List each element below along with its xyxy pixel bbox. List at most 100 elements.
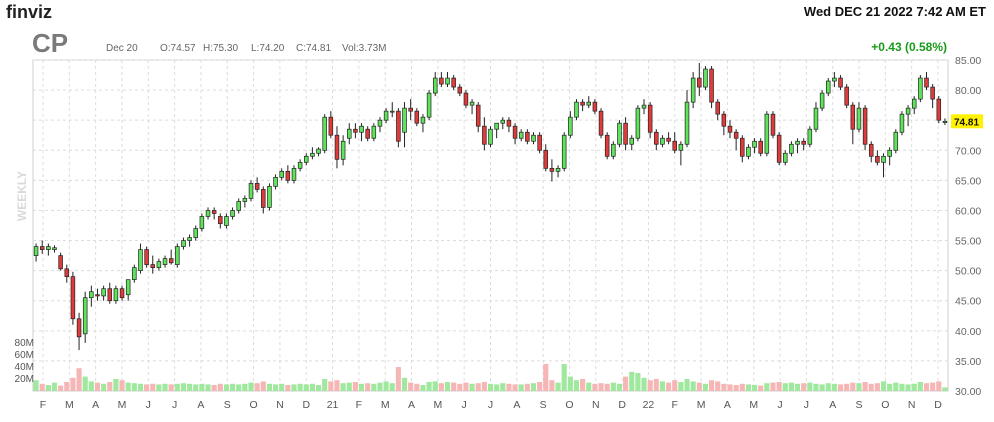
candle-body bbox=[377, 119, 383, 127]
volume-bar bbox=[451, 382, 457, 391]
candle-body bbox=[273, 177, 278, 187]
volume-bar bbox=[856, 383, 862, 391]
candle-body bbox=[39, 246, 45, 250]
volume-bar bbox=[205, 384, 211, 391]
candle-body bbox=[439, 77, 444, 85]
volume-value: Vol:3.73M bbox=[342, 43, 386, 54]
volume-bar bbox=[850, 382, 856, 391]
time-tick-label: D bbox=[934, 399, 942, 411]
volume-bar bbox=[248, 382, 254, 391]
volume-bar bbox=[715, 381, 721, 391]
volume-bar bbox=[782, 383, 788, 391]
candle-body bbox=[721, 113, 727, 127]
volume-bar bbox=[494, 384, 500, 391]
volume-bar bbox=[180, 383, 187, 391]
volume-bar bbox=[825, 383, 831, 391]
time-tick-label: M bbox=[433, 399, 442, 411]
time-tick-label: N bbox=[592, 399, 600, 411]
time-tick-label: M bbox=[118, 399, 127, 411]
candle-body bbox=[138, 249, 143, 271]
volume-bar bbox=[297, 383, 303, 391]
volume-bar bbox=[39, 383, 45, 391]
candle-body bbox=[942, 120, 948, 123]
volume-bar bbox=[524, 383, 530, 391]
volume-bar bbox=[709, 380, 715, 391]
time-tick-label: M bbox=[697, 399, 706, 411]
volume-bars bbox=[33, 364, 948, 391]
volume-bar bbox=[88, 381, 94, 391]
candle-body bbox=[82, 297, 88, 335]
candle-body bbox=[451, 77, 456, 88]
volume-bar bbox=[776, 382, 782, 391]
candle-body bbox=[813, 107, 819, 130]
candle-body bbox=[168, 258, 174, 264]
candle-body bbox=[383, 110, 389, 121]
volume-bar bbox=[383, 381, 389, 391]
volume-bar bbox=[119, 380, 125, 391]
volume-bar bbox=[64, 382, 70, 391]
volume-bar bbox=[144, 384, 150, 391]
price-tick-label: 50.00 bbox=[955, 266, 981, 278]
timeframe-label: WEEKLY bbox=[15, 171, 29, 221]
volume-bar bbox=[230, 383, 236, 391]
candle-body bbox=[33, 246, 39, 256]
candle-body bbox=[525, 131, 530, 142]
candle-body bbox=[402, 107, 407, 133]
candle-body bbox=[463, 92, 469, 106]
last-price-tag-text: 74.81 bbox=[954, 117, 979, 128]
candle-body bbox=[592, 101, 598, 112]
candle-body bbox=[445, 77, 450, 85]
volume-bar bbox=[487, 383, 494, 391]
candle-body bbox=[500, 119, 506, 124]
candle-body bbox=[776, 134, 782, 163]
candle-body bbox=[678, 143, 684, 151]
candle-body bbox=[457, 86, 463, 94]
candle-body bbox=[537, 134, 542, 151]
candle-body bbox=[623, 122, 628, 145]
candle-body bbox=[279, 170, 284, 178]
candle-body bbox=[432, 77, 438, 94]
volume-bar bbox=[567, 376, 573, 391]
volume-bar bbox=[844, 383, 850, 391]
volume-bar bbox=[236, 384, 242, 391]
time-tick-label: A bbox=[408, 399, 415, 411]
candle-body bbox=[144, 249, 149, 265]
price-tick-label: 35.00 bbox=[955, 356, 981, 368]
volume-bar bbox=[647, 380, 653, 391]
candle-body bbox=[746, 146, 751, 157]
candle-body bbox=[641, 104, 647, 109]
time-tick-label: A bbox=[513, 399, 520, 411]
time-tick-label: M bbox=[65, 399, 74, 411]
candle-body bbox=[770, 113, 776, 136]
volume-bar bbox=[862, 382, 868, 391]
candle-body bbox=[181, 240, 186, 247]
volume-bar bbox=[309, 383, 315, 391]
volume-bar bbox=[457, 383, 463, 391]
volume-bar bbox=[739, 383, 745, 391]
axes: 85.0080.0075.0070.0065.0060.0055.0050.00… bbox=[15, 55, 982, 411]
volume-bar bbox=[598, 383, 604, 391]
volume-tick-label: 20M bbox=[15, 374, 34, 385]
volume-bar bbox=[880, 381, 887, 391]
volume-bar bbox=[113, 379, 119, 391]
finviz-logo[interactable]: finviz bbox=[6, 2, 52, 22]
candle-body bbox=[76, 318, 82, 338]
time-tick-label: F bbox=[356, 399, 362, 411]
volume-bar bbox=[936, 381, 942, 391]
candle-body bbox=[819, 92, 825, 109]
candle-body bbox=[709, 68, 714, 103]
ticker-symbol: CP bbox=[32, 28, 68, 58]
candle-body bbox=[285, 170, 291, 181]
candle-body bbox=[740, 137, 745, 157]
candle-body bbox=[347, 128, 352, 139]
time-tick-label: J bbox=[172, 399, 177, 411]
volume-bar bbox=[463, 382, 469, 391]
volume-bar bbox=[438, 383, 444, 391]
volume-bar bbox=[555, 382, 561, 391]
candle-body bbox=[359, 125, 364, 133]
candle-body bbox=[291, 167, 297, 181]
time-tick-label: O bbox=[250, 399, 258, 411]
candle-body bbox=[690, 77, 696, 103]
volume-bar bbox=[727, 384, 733, 391]
candle-body bbox=[825, 80, 831, 94]
